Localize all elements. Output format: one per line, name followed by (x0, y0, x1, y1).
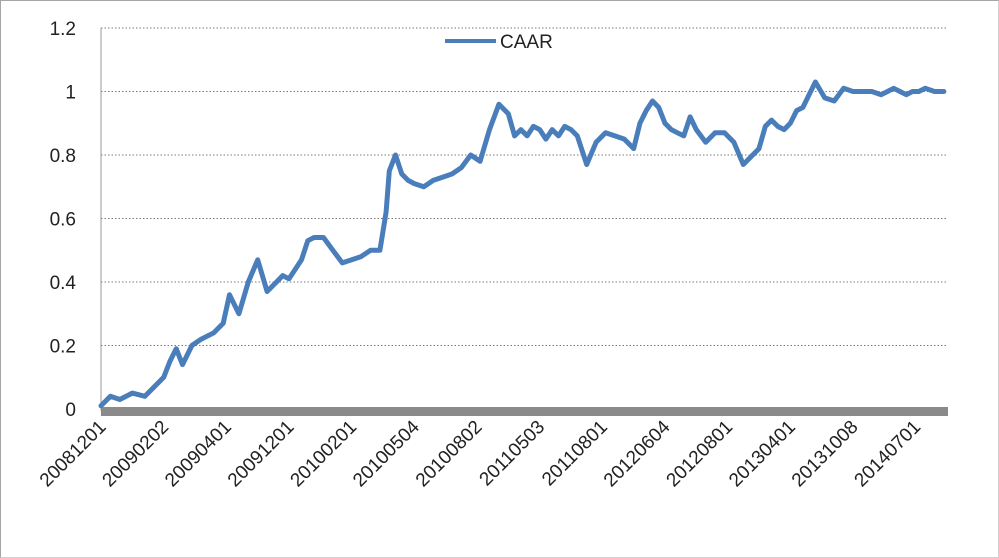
x-axis-band (101, 407, 948, 416)
x-tick-label: 20091201 (224, 417, 299, 492)
y-tick-label: 0.4 (50, 273, 77, 294)
x-tick-label: 20110801 (538, 417, 612, 491)
x-tick-label: 20100802 (412, 417, 487, 492)
y-tick-label: 0.8 (50, 146, 76, 167)
series-line-caar (98, 79, 947, 409)
y-tick-label: 0 (65, 400, 76, 421)
x-tick-label: 20081201 (36, 417, 111, 492)
x-tick-label: 20140701 (851, 417, 926, 492)
legend: CAAR (445, 32, 553, 53)
y-tick-label: 1.2 (50, 19, 76, 40)
gridlines (101, 27, 948, 346)
y-tick-label: 0.6 (50, 210, 76, 231)
y-tick-label: 0.2 (50, 337, 76, 358)
y-tick-label: 1 (65, 83, 76, 104)
y-tick-labels: 0 0.2 0.4 0.6 0.8 1 1.2 (50, 19, 77, 421)
x-tick-label: 20120604 (600, 416, 675, 491)
x-tick-labels: 2008120120090202200904012009120120100201… (36, 416, 925, 491)
x-tick-label: 20100504 (349, 416, 424, 491)
x-tick-label: 20090401 (161, 417, 236, 492)
x-tick-label: 20100201 (287, 417, 362, 492)
x-tick-label: 20130401 (725, 417, 800, 492)
x-tick-label: 20120801 (663, 417, 738, 492)
x-tick-label: 20131008 (788, 417, 863, 492)
legend-label-caar: CAAR (500, 32, 553, 53)
x-tick-label: 20090202 (99, 417, 174, 492)
x-tick-label: 20110503 (476, 417, 550, 491)
